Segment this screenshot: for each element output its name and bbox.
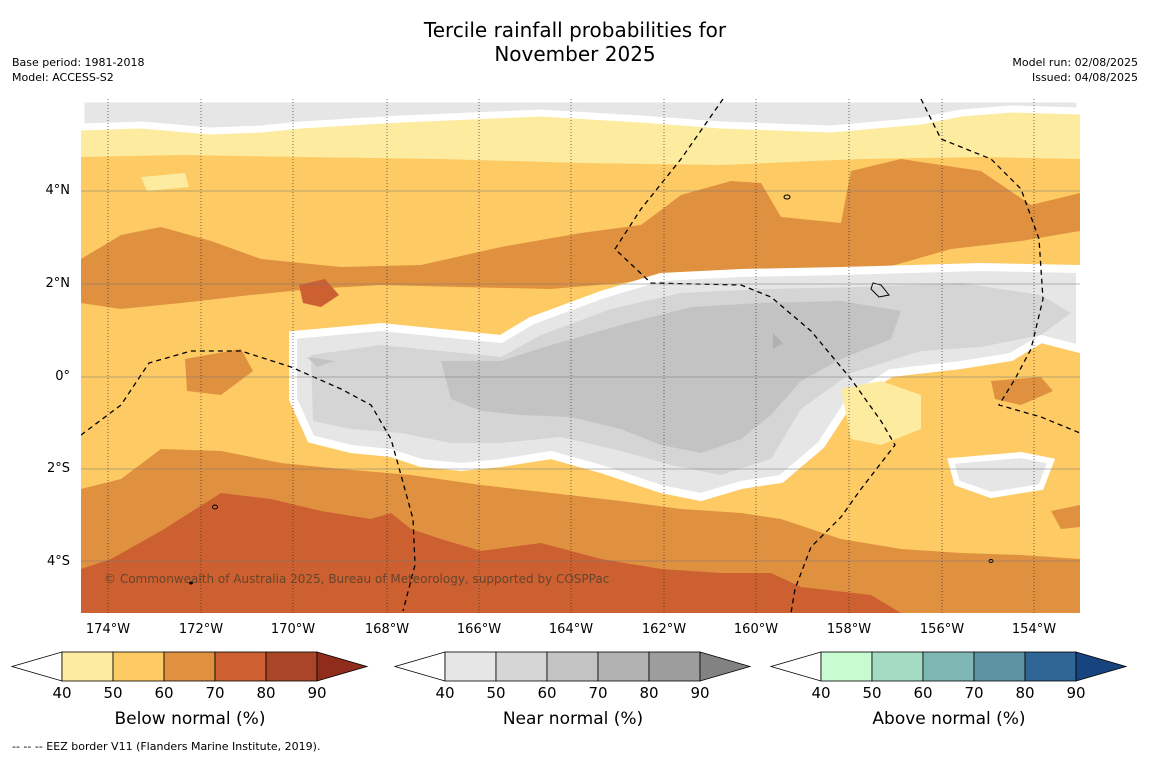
colorbar-above-swatch-70-80 — [973, 651, 1026, 682]
eez-footnote: -- -- -- EEZ border V11 (Flanders Marine… — [12, 740, 321, 753]
colorbar-near-normal-graphic — [394, 651, 752, 682]
lon-label-158w: 158°W — [826, 622, 872, 637]
model-name: Model: ACCESS-S2 — [12, 71, 114, 84]
below-60-70-region-north — [81, 159, 1080, 309]
below-tick-80: 80 — [256, 684, 276, 702]
lon-label-160w: 160°W — [733, 622, 779, 637]
below-40-50-patch-east — [841, 381, 921, 445]
above-tick-80: 80 — [1015, 684, 1035, 702]
colorbar-above-swatch-80-90 — [1024, 651, 1077, 682]
lon-label-154w: 154°W — [1011, 622, 1057, 637]
near-tick-40: 40 — [435, 684, 455, 702]
above-tick-50: 50 — [862, 684, 882, 702]
lon-label-166w: 166°W — [456, 622, 502, 637]
below-60-70-patch-east — [991, 377, 1053, 405]
above-tick-40: 40 — [811, 684, 831, 702]
lat-label-4n: 4°N — [45, 183, 71, 198]
below-tick-90: 90 — [307, 684, 327, 702]
lon-label-168w: 168°W — [364, 622, 410, 637]
lat-label-0: 0° — [55, 369, 70, 384]
title-line-2: November 2025 — [494, 42, 656, 66]
colorbar-below-swatch-50-60 — [112, 651, 165, 682]
latitude-gridlines — [81, 190, 1080, 562]
colorbar-near-swatch-70-80 — [597, 651, 650, 682]
lon-label-162w: 162°W — [641, 622, 687, 637]
colorbar-above-normal — [770, 651, 1128, 683]
lat-label-2n: 2°N — [45, 276, 71, 291]
colorbar-above-swatch-60-70 — [922, 651, 975, 682]
below-tick-70: 70 — [205, 684, 225, 702]
near-70-80-patch — [773, 333, 783, 349]
colorbar-above-normal-graphic — [770, 651, 1128, 682]
eez-border-west — [81, 350, 416, 612]
near-tick-80: 80 — [639, 684, 659, 702]
colorbar-near-extend-high — [699, 651, 752, 682]
probability-map — [81, 99, 1080, 613]
below-60-70-patch-edge — [1051, 505, 1080, 529]
colorbar-near-swatch-60-70 — [546, 651, 599, 682]
near-tick-90: 90 — [690, 684, 710, 702]
island-outline-2 — [783, 194, 791, 200]
colorbar-below-extend-high — [316, 651, 369, 682]
below-70-80-region-south — [81, 493, 901, 613]
colorbar-below-normal-graphic — [11, 651, 369, 682]
colorbar-below-extend-low — [11, 651, 63, 682]
colorbar-near-swatch-50-60 — [495, 651, 548, 682]
base-period: Base period: 1981-2018 — [12, 56, 145, 69]
colorbar-below-normal — [11, 651, 369, 683]
colorbar-above-swatch-40-50 — [820, 651, 873, 682]
above-tick-60: 60 — [913, 684, 933, 702]
title-line-1: Tercile rainfall probabilities for — [423, 18, 727, 42]
colorbar-near-title: Near normal (%) — [502, 709, 644, 729]
lon-label-172w: 172°W — [178, 622, 224, 637]
above-tick-90: 90 — [1066, 684, 1086, 702]
above-tick-70: 70 — [964, 684, 984, 702]
below-tick-40: 40 — [52, 684, 72, 702]
issued-date: Issued: 04/08/2025 — [1031, 71, 1138, 84]
colorbar-above-title: Above normal (%) — [872, 709, 1026, 729]
colorbar-above-swatch-50-60 — [871, 651, 924, 682]
island-outline-4 — [189, 581, 193, 585]
below-70-80-patch-north — [299, 279, 339, 307]
near-tick-70: 70 — [588, 684, 608, 702]
near-tick-50: 50 — [486, 684, 506, 702]
island-outline — [870, 282, 890, 298]
copyright-notice: © Commonwealth of Australia 2025, Bureau… — [104, 572, 610, 586]
base-info: Base period: 1981-2018 Model: ACCESS-S2 — [12, 55, 144, 85]
colorbar-near-swatch-40-50 — [444, 651, 497, 682]
eez-border-east — [920, 99, 1080, 434]
colorbar-below-swatch-40-50 — [61, 651, 114, 682]
near-40-50-patch-southeast — [947, 451, 1056, 499]
colorbar-below-swatch-60-70 — [163, 651, 216, 682]
island-outline-3 — [212, 504, 218, 510]
colorbar-above-extend-low — [770, 651, 822, 682]
near-60-70-patch-west — [307, 357, 335, 367]
colorbar-near-swatch-80-90 — [648, 651, 701, 682]
colorbar-below-swatch-70-80 — [214, 651, 267, 682]
lon-label-170w: 170°W — [270, 622, 316, 637]
lon-label-164w: 164°W — [548, 622, 594, 637]
lon-label-174w: 174°W — [85, 622, 131, 637]
map-title: Tercile rainfall probabilities for Novem… — [0, 18, 1150, 66]
run-info: Model run: 02/08/2025 Issued: 04/08/2025 — [1012, 55, 1138, 85]
model-run-date: Model run: 02/08/2025 — [1012, 56, 1138, 69]
below-tick-60: 60 — [154, 684, 174, 702]
lat-label-2s: 2°S — [46, 461, 70, 476]
colorbar-above-extend-high — [1075, 651, 1128, 682]
lon-label-156w: 156°W — [919, 622, 965, 637]
below-40-50-patch — [141, 173, 189, 191]
colorbar-below-title: Below normal (%) — [114, 709, 266, 729]
colorbar-below-swatch-80-90 — [265, 651, 318, 682]
colorbar-near-normal — [394, 651, 752, 683]
lat-label-4s: 4°S — [46, 554, 70, 569]
below-60-70-patch-west — [185, 349, 253, 395]
colorbar-near-extend-low — [394, 651, 446, 682]
near-40-50-region-north — [81, 99, 1080, 135]
near-tick-60: 60 — [537, 684, 557, 702]
below-tick-50: 50 — [103, 684, 123, 702]
